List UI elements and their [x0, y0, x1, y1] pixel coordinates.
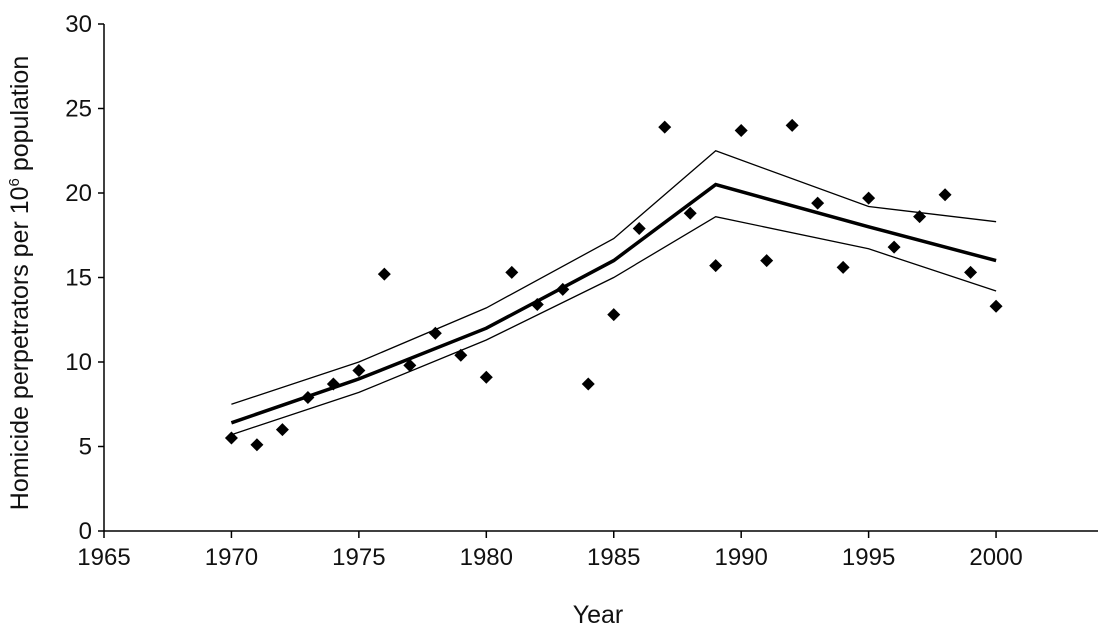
data-point-diamond [326, 377, 340, 391]
data-point-diamond [275, 423, 289, 437]
data-point-diamond [862, 191, 876, 205]
x-tick-label: 1975 [332, 544, 385, 571]
x-tick-label: 1985 [587, 544, 640, 571]
data-point-diamond [836, 260, 850, 274]
data-point-diamond [632, 221, 646, 235]
data-point-diamond [964, 265, 978, 279]
data-point-diamond [556, 282, 570, 296]
y-tick-label: 0 [79, 518, 92, 545]
data-point-diamond [887, 240, 901, 254]
y-tick-label: 30 [65, 11, 92, 38]
y-tick-label: 20 [65, 180, 92, 207]
data-point-diamond [709, 259, 723, 273]
fitted-trend-line [230, 182, 997, 425]
data-point-diamond [683, 206, 697, 220]
data-point-diamond [352, 363, 366, 377]
data-point-diamond [530, 298, 544, 312]
ticks: 0 5 10 15 20 25 30 1965 1970 1975 1980 1985 1990 1995… [65, 11, 1022, 571]
data-point-diamond [658, 120, 672, 134]
y-tick-label: 15 [65, 265, 92, 292]
x-tick-label: 1965 [77, 544, 130, 571]
x-axis-title: Year [573, 601, 624, 629]
x-tick-label: 1995 [842, 544, 895, 571]
data-point-diamond [811, 196, 825, 210]
data-points [224, 118, 1003, 452]
data-point-diamond [913, 210, 927, 224]
axes [103, 24, 1098, 532]
data-point-diamond [581, 377, 595, 391]
x-tick-label: 2000 [969, 544, 1022, 571]
y-tick-label: 5 [79, 434, 92, 461]
data-point-diamond [377, 267, 391, 281]
data-point-diamond [607, 308, 621, 322]
confidence-band-lines [231, 150, 997, 436]
data-point-diamond [760, 254, 774, 268]
lower-confidence-line [231, 216, 997, 436]
x-tick-label: 1980 [460, 544, 513, 571]
y-axis-title-main: Homicide perpetrators per 10 [6, 186, 34, 510]
data-point-diamond [785, 118, 799, 132]
data-point-diamond [301, 390, 315, 404]
data-point-diamond [250, 438, 264, 452]
data-point-diamond [938, 188, 952, 202]
data-point-diamond [454, 348, 468, 362]
x-tick-label: 1970 [205, 544, 258, 571]
data-point-diamond [403, 358, 417, 372]
y-axis-title-suffix: population [6, 56, 34, 178]
upper-confidence-line [231, 150, 997, 405]
y-axis-title: Homicide perpetrators per 106 population [6, 56, 34, 510]
data-point-diamond [734, 123, 748, 137]
data-point-diamond [989, 299, 1003, 313]
data-point-diamond [505, 265, 519, 279]
y-tick-label: 10 [65, 349, 92, 376]
data-point-diamond [224, 431, 238, 445]
y-axis-title-superscript: 6 [6, 178, 23, 186]
x-tick-label: 1990 [714, 544, 767, 571]
data-point-diamond [479, 370, 493, 384]
y-tick-label: 25 [65, 96, 92, 123]
data-point-diamond [428, 326, 442, 340]
